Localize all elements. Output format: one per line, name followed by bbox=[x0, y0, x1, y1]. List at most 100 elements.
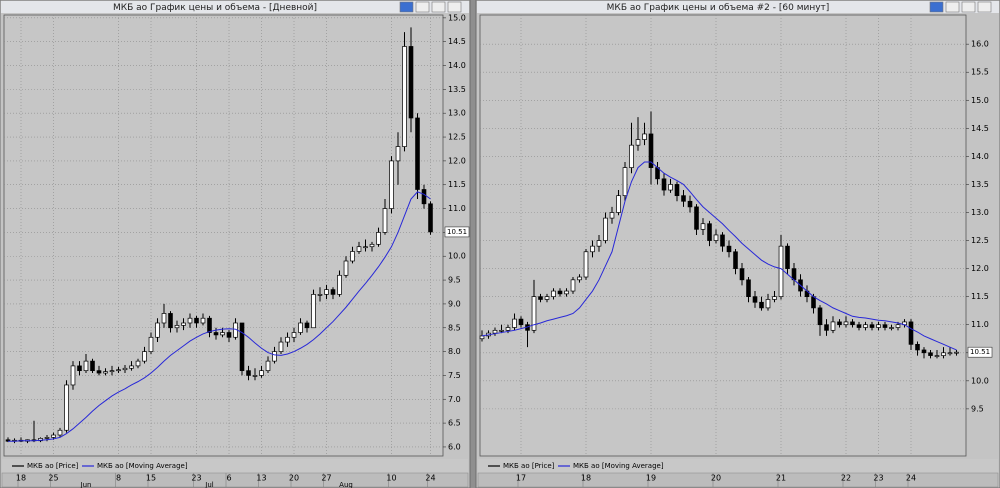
x-tick-label: 25 bbox=[48, 474, 58, 483]
candle-body bbox=[64, 384, 69, 431]
candle-body bbox=[733, 251, 738, 269]
candle-body bbox=[252, 375, 258, 377]
candle-body bbox=[90, 360, 95, 372]
candle-body bbox=[921, 349, 927, 354]
candle-body bbox=[700, 223, 706, 230]
candle-body bbox=[174, 325, 180, 329]
candle-body bbox=[129, 365, 134, 369]
candle-body bbox=[239, 322, 245, 372]
window-button[interactable] bbox=[447, 1, 462, 13]
y-tick-label: 16.0 bbox=[971, 40, 989, 49]
candle-body bbox=[674, 184, 680, 197]
window-button[interactable] bbox=[945, 1, 960, 13]
candle-body bbox=[609, 212, 615, 219]
candle-body bbox=[298, 322, 303, 333]
pin-button[interactable] bbox=[929, 1, 944, 13]
last-price-label: 10.51 bbox=[970, 348, 990, 356]
candle-body bbox=[856, 324, 862, 328]
y-tick-label: 7.5 bbox=[448, 371, 461, 380]
y-tick-label: 12.5 bbox=[971, 236, 989, 245]
y-tick-label: 8.5 bbox=[448, 323, 461, 332]
candle-body bbox=[785, 245, 790, 269]
x-tick-label: 6 bbox=[226, 474, 231, 483]
candle-body bbox=[421, 189, 427, 205]
candle-body bbox=[395, 146, 401, 162]
candle-body bbox=[583, 251, 589, 278]
title-bar bbox=[477, 1, 999, 13]
y-tick-label: 13.5 bbox=[448, 85, 466, 94]
y-tick-label: 11.0 bbox=[971, 320, 989, 329]
candle-body bbox=[681, 195, 686, 202]
window-button[interactable] bbox=[415, 1, 430, 13]
candle-body bbox=[538, 296, 543, 300]
candle-body bbox=[544, 296, 550, 300]
candle-body bbox=[616, 195, 621, 213]
y-tick-label: 15.0 bbox=[971, 96, 989, 105]
candle-body bbox=[402, 46, 407, 147]
candle-body bbox=[707, 223, 712, 241]
candle-body bbox=[499, 329, 504, 332]
y-tick-label: 12.5 bbox=[448, 133, 466, 142]
y-tick-label: 11.5 bbox=[448, 180, 466, 189]
y-tick-label: 14.5 bbox=[971, 124, 989, 133]
y-tick-label: 13.0 bbox=[448, 109, 466, 118]
candle-body bbox=[713, 234, 719, 241]
candle-body bbox=[817, 307, 823, 326]
legend-label: МКБ ао [Moving Average] bbox=[97, 462, 188, 470]
window-button[interactable] bbox=[961, 1, 976, 13]
y-tick-label: 13.0 bbox=[971, 208, 989, 217]
candle-body bbox=[908, 321, 914, 345]
y-tick-label: 8.0 bbox=[448, 347, 461, 356]
candle-body bbox=[746, 279, 751, 298]
x-tick-label: 23 bbox=[873, 474, 883, 483]
candle-body bbox=[213, 332, 219, 336]
candle-body bbox=[415, 117, 420, 190]
candle-body bbox=[596, 240, 602, 247]
pin-button[interactable] bbox=[399, 1, 414, 13]
candle-body bbox=[512, 318, 517, 328]
candle-body bbox=[661, 178, 667, 191]
x-tick-label: 18 bbox=[16, 474, 26, 483]
window-button[interactable] bbox=[431, 1, 446, 13]
y-tick-label: 10.0 bbox=[971, 376, 989, 385]
candle-body bbox=[272, 351, 277, 362]
candle-body bbox=[954, 351, 959, 354]
candle-body bbox=[77, 365, 82, 372]
candle-body bbox=[551, 290, 556, 298]
candle-body bbox=[382, 208, 388, 233]
x-tick-label: 20 bbox=[711, 474, 721, 483]
candle-body bbox=[194, 317, 199, 324]
candle-body bbox=[635, 139, 641, 146]
candle-body bbox=[570, 279, 576, 292]
chart-window: МКБ ао График цены и объема - [Дневной] 6… bbox=[0, 0, 471, 488]
y-tick-label: 7.0 bbox=[448, 395, 461, 404]
candle-body bbox=[350, 251, 355, 262]
candle-body bbox=[778, 245, 784, 298]
legend-bar bbox=[478, 459, 998, 473]
window-button[interactable] bbox=[977, 1, 992, 13]
candle-body bbox=[116, 369, 121, 372]
x-tick-label: 24 bbox=[906, 474, 916, 483]
candle-body bbox=[603, 217, 608, 241]
candle-body bbox=[356, 246, 362, 252]
candle-body bbox=[837, 321, 842, 326]
candle-body bbox=[246, 370, 251, 376]
x-tick-label: 20 bbox=[289, 474, 299, 483]
y-tick-label: 12.0 bbox=[971, 264, 989, 273]
candle-body bbox=[278, 341, 284, 352]
candle-body bbox=[57, 429, 63, 436]
candle-body bbox=[479, 335, 485, 340]
candle-body bbox=[285, 336, 290, 343]
candle-body bbox=[492, 329, 498, 334]
candle-body bbox=[369, 243, 375, 248]
month-label: Jun bbox=[80, 481, 92, 488]
candle-body bbox=[518, 318, 524, 326]
y-tick-label: 11.5 bbox=[971, 292, 989, 301]
candle-body bbox=[109, 370, 115, 373]
candle-body bbox=[934, 355, 940, 357]
x-tick-label: 10 bbox=[386, 474, 396, 483]
candle-body bbox=[642, 133, 647, 140]
y-tick-label: 12.0 bbox=[448, 156, 466, 165]
